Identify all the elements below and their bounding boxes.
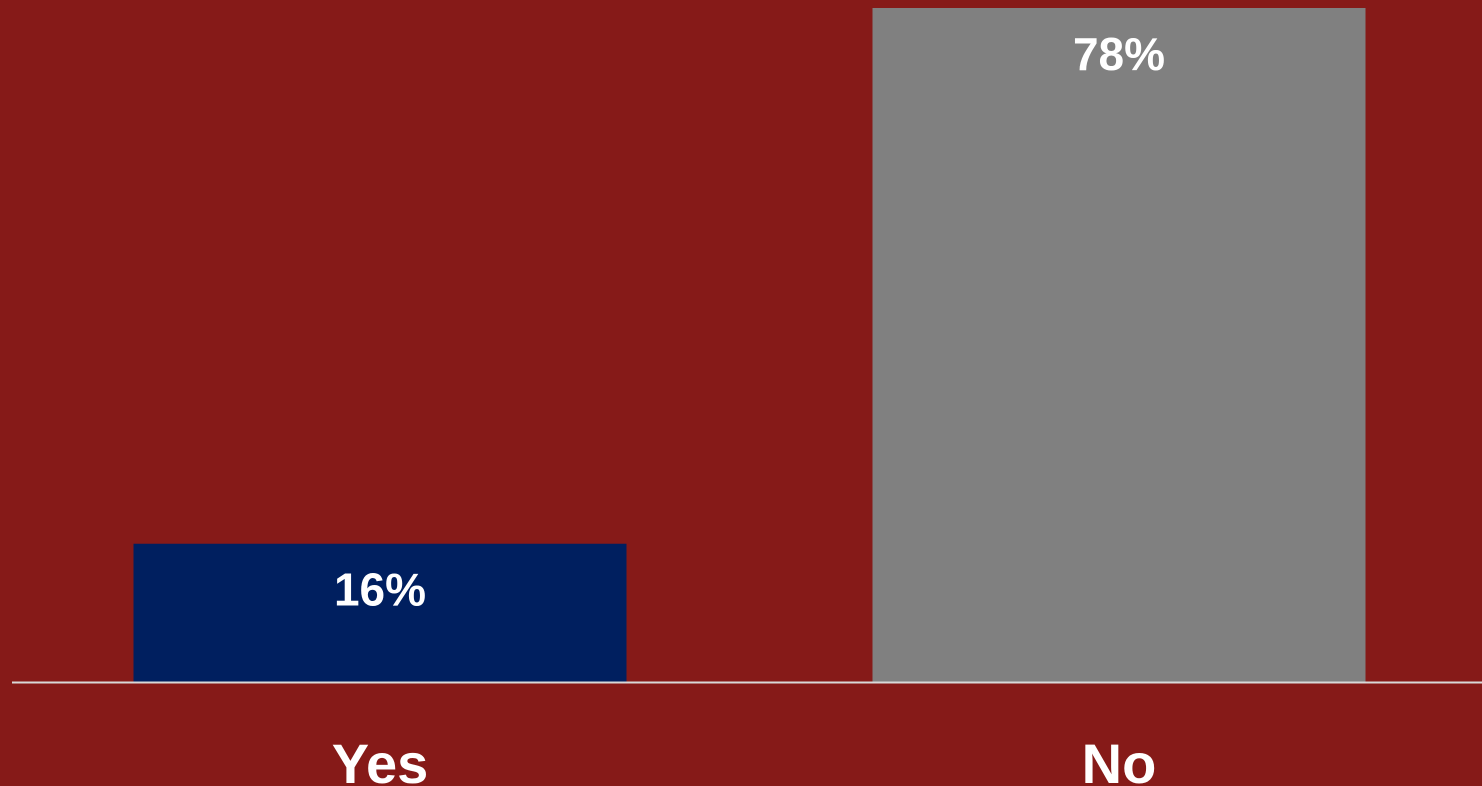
bar-no [872,8,1366,682]
category-label-no: No [1082,732,1157,786]
bar-yes [133,543,627,682]
data-label-yes: 16% [334,564,426,616]
data-label-no: 78% [1073,28,1165,80]
category-label-yes: Yes [332,732,429,786]
labels-group: 16% Yes 78% No [332,28,1165,786]
bars-group [133,8,1366,682]
